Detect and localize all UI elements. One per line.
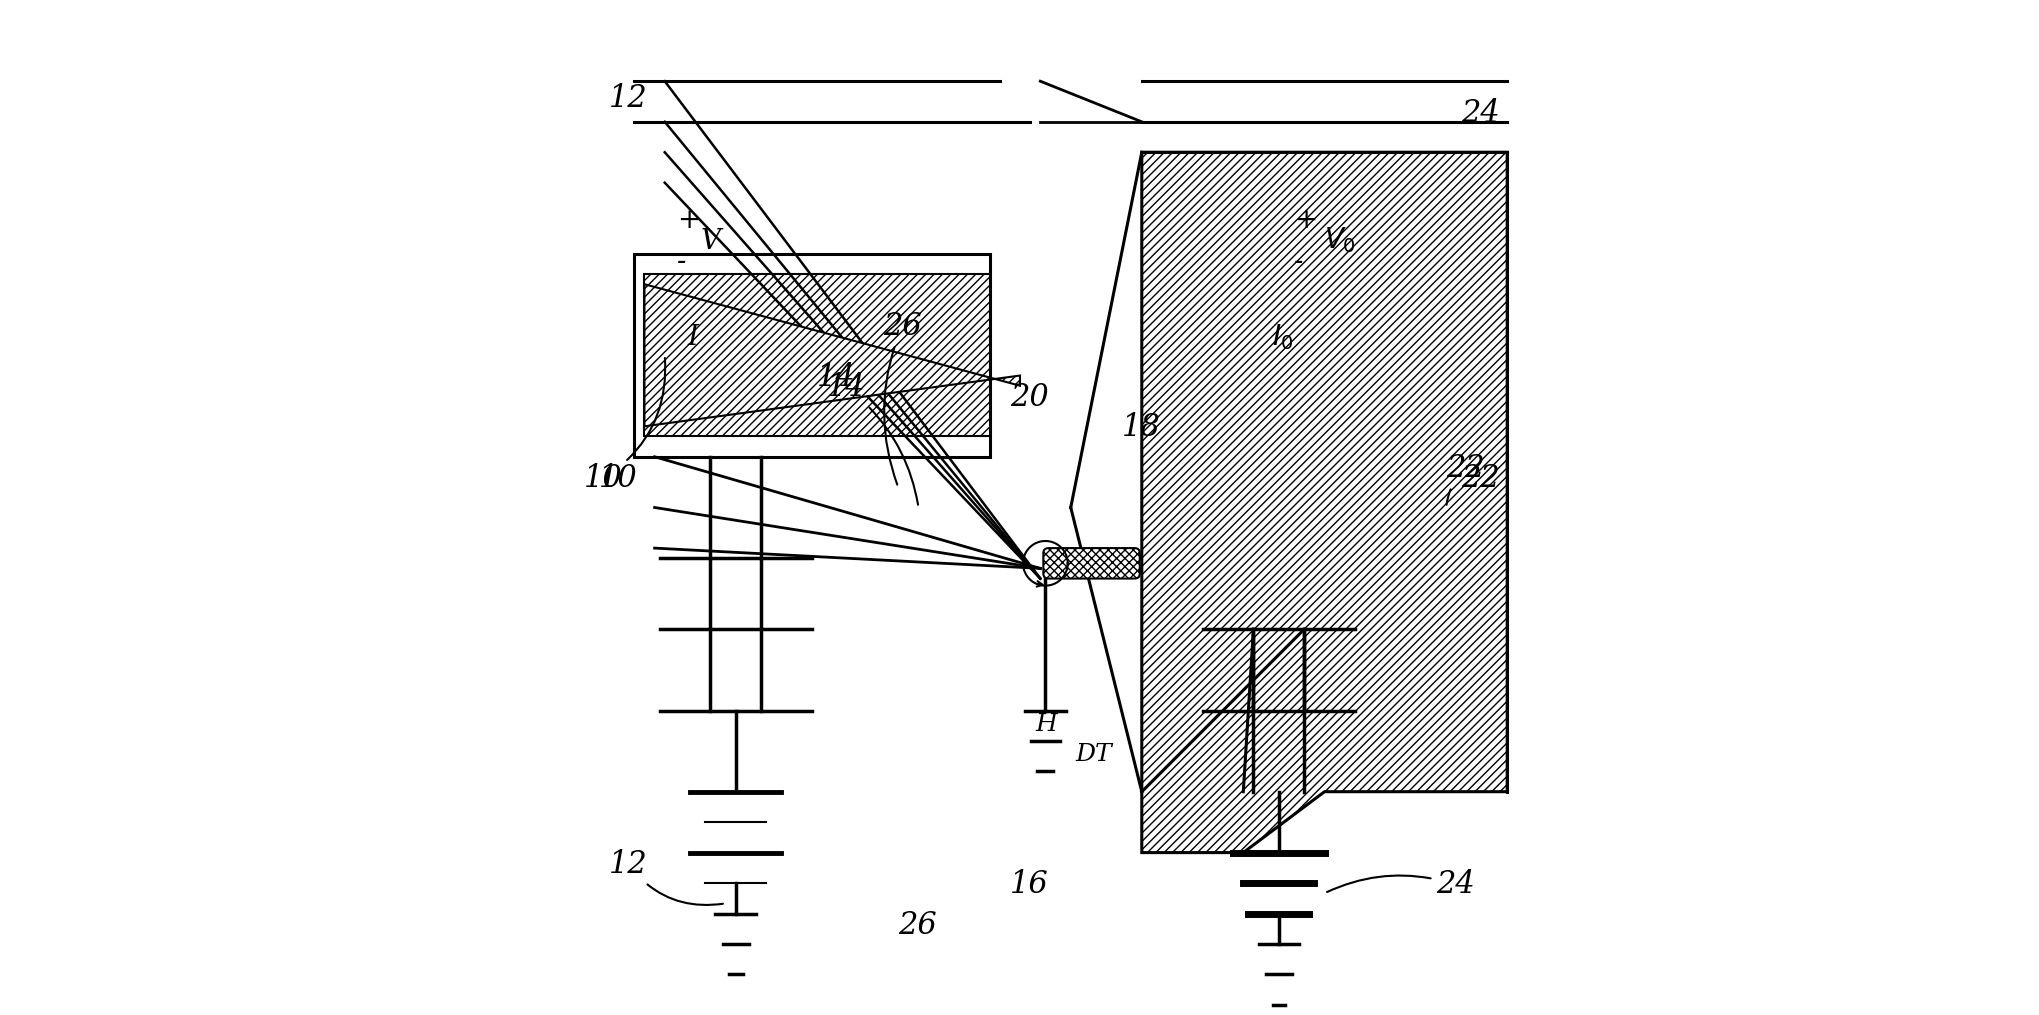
Polygon shape: [644, 274, 989, 436]
Text: V: V: [699, 227, 720, 255]
Text: 22: 22: [1460, 463, 1499, 494]
Polygon shape: [1142, 152, 1507, 853]
Text: 24: 24: [1325, 869, 1474, 900]
Text: $I_0$: $I_0$: [1270, 322, 1293, 352]
Polygon shape: [644, 284, 1020, 426]
Text: 10: 10: [583, 358, 665, 494]
Text: 18: 18: [1121, 412, 1160, 444]
Text: 14: 14: [816, 361, 854, 393]
Text: 12: 12: [608, 849, 722, 905]
Polygon shape: [1044, 553, 1142, 573]
Text: 12: 12: [608, 82, 646, 114]
Text: 16: 16: [1009, 869, 1048, 900]
Polygon shape: [634, 254, 989, 457]
Text: -: -: [1293, 248, 1303, 275]
Text: -: -: [677, 248, 685, 275]
Text: +: +: [677, 207, 699, 234]
Text: H: H: [1034, 713, 1056, 736]
Text: 14: 14: [826, 371, 918, 504]
Text: 22: 22: [1446, 453, 1484, 504]
Text: 20: 20: [1009, 382, 1048, 413]
Text: 10: 10: [599, 463, 638, 494]
Text: I: I: [687, 324, 697, 351]
Text: $V_0$: $V_0$: [1323, 225, 1356, 256]
Text: 26: 26: [883, 311, 922, 484]
Text: 26: 26: [897, 909, 936, 941]
Text: DT: DT: [1075, 743, 1111, 766]
Text: +: +: [1293, 207, 1317, 234]
FancyBboxPatch shape: [1042, 548, 1140, 579]
Text: 24: 24: [1460, 97, 1499, 129]
